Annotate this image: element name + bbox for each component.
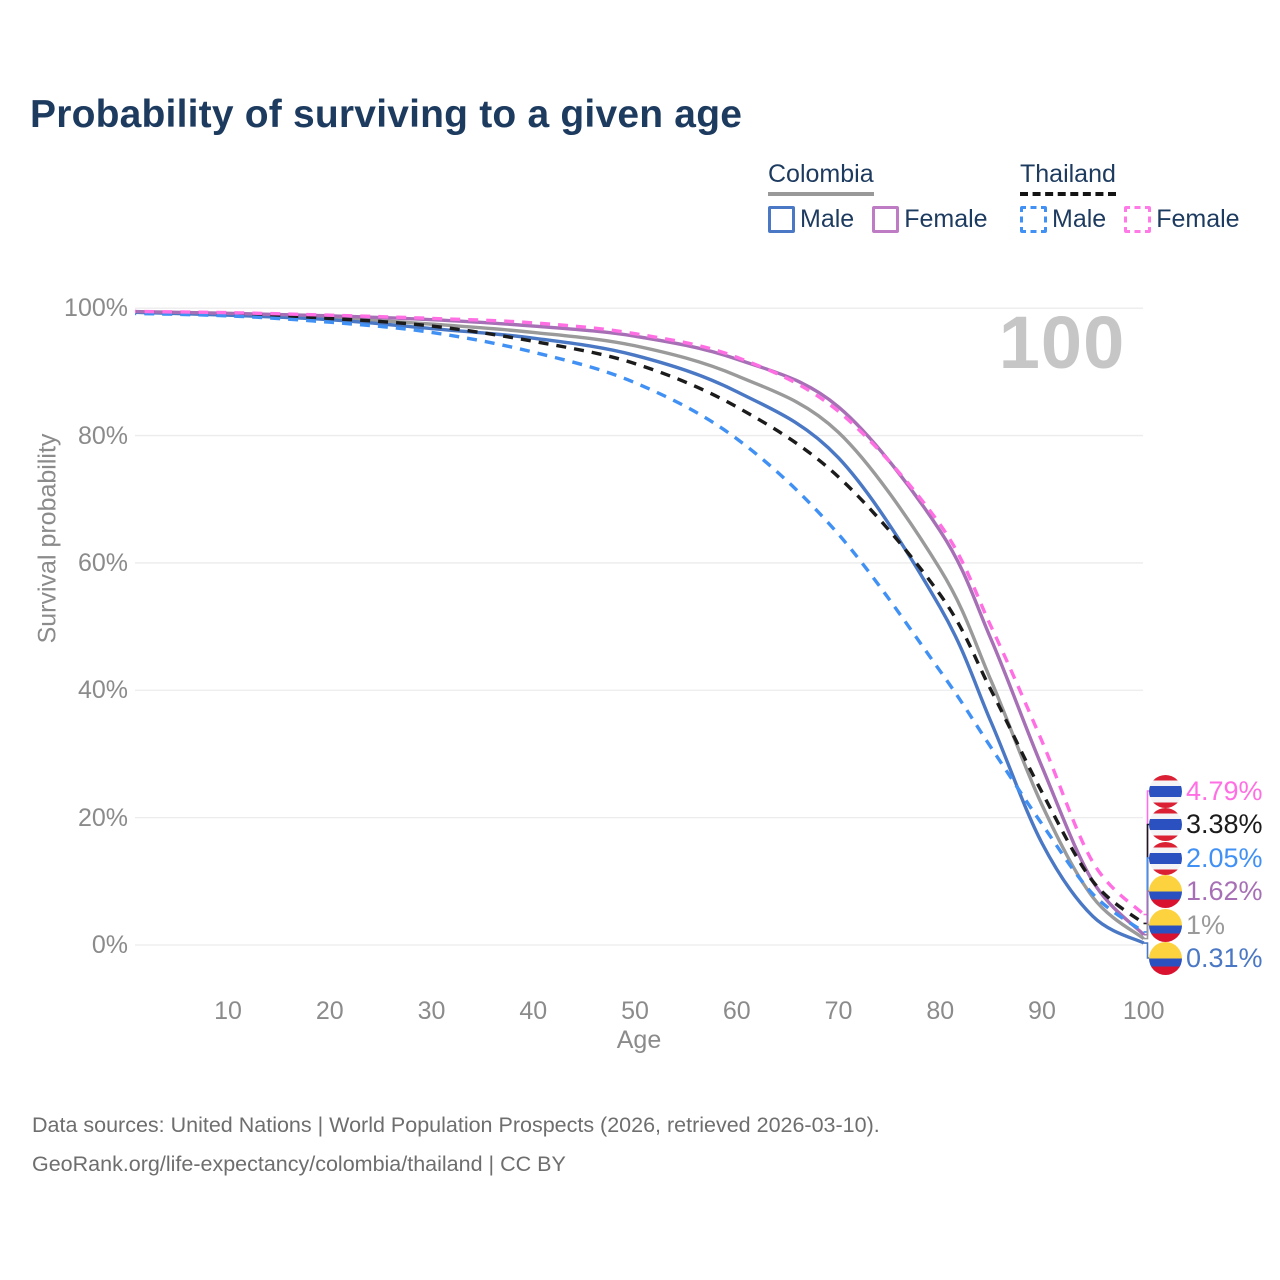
- end-label-thailand-female: 4.79%: [1149, 774, 1263, 808]
- thailand-male-label[interactable]: Male: [1052, 205, 1107, 233]
- legend-header-colombia: Colombia: [768, 160, 988, 196]
- colombia-flag-icon: [1149, 908, 1182, 942]
- x-axis-title: Age: [616, 1026, 662, 1054]
- end-value: 0.31%: [1186, 942, 1263, 973]
- colombia-female-label[interactable]: Female: [904, 205, 988, 233]
- thailand-flag-icon: [1149, 807, 1182, 841]
- end-value: 2.05%: [1186, 842, 1263, 873]
- series-line-thailand-male[interactable]: [126, 311, 1145, 934]
- series-line-thailand-female[interactable]: [126, 309, 1145, 916]
- attribution-line: GeoRank.org/life-expectancy/colombia/tha…: [32, 1152, 566, 1176]
- y-tick: 20%: [77, 803, 128, 832]
- end-label-thailand-male: 2.05%: [1149, 841, 1263, 875]
- legend-items-colombia: Male Female: [768, 205, 988, 234]
- x-tick: 20: [315, 997, 344, 1025]
- series-line-thailand-total[interactable]: [126, 310, 1145, 925]
- end-value: 3.38%: [1186, 808, 1263, 839]
- x-tick: 10: [214, 997, 242, 1025]
- y-tick: 80%: [77, 421, 128, 450]
- thailand-flag-icon: [1149, 774, 1182, 808]
- end-label-colombia-female: 1.62%: [1149, 874, 1263, 908]
- legend-header-thailand: Thailand: [1020, 160, 1240, 196]
- end-label-thailand-total: 3.38%: [1149, 807, 1263, 841]
- end-value: 4.79%: [1186, 775, 1263, 806]
- x-tick: 80: [926, 997, 955, 1025]
- y-tick: 0%: [91, 931, 128, 959]
- colombia-female-swatch-icon[interactable]: [872, 206, 900, 233]
- y-axis-ticks: 0% 20% 40% 60% 80% 100%: [0, 0, 128, 1280]
- page-title: Probability of surviving to a given age: [30, 93, 743, 136]
- legend-group-colombia: Colombia Male Female: [768, 160, 988, 234]
- x-tick: 50: [621, 997, 649, 1025]
- x-tick: 100: [1122, 997, 1165, 1025]
- colombia-male-swatch-icon[interactable]: [768, 206, 795, 233]
- age-watermark: 100: [999, 301, 1125, 384]
- thailand-female-label[interactable]: Female: [1156, 205, 1240, 233]
- data-sources-line: Data sources: United Nations | World Pop…: [32, 1113, 880, 1137]
- thailand-label: Thailand: [1020, 160, 1116, 196]
- x-tick: 40: [519, 997, 548, 1025]
- footer: Data sources: United Nations | World Pop…: [32, 1106, 880, 1184]
- x-tick: 30: [417, 997, 446, 1025]
- y-tick: 100%: [64, 294, 128, 323]
- y-tick: 40%: [77, 676, 128, 705]
- x-tick: 70: [824, 997, 853, 1025]
- x-tick: 90: [1028, 997, 1056, 1025]
- colombia-label: Colombia: [768, 160, 874, 196]
- thailand-flag-icon: [1149, 841, 1182, 875]
- thailand-male-swatch-icon[interactable]: [1020, 206, 1047, 233]
- end-label-colombia-male: 0.31%: [1149, 941, 1263, 975]
- colombia-flag-icon: [1149, 874, 1182, 908]
- legend-items-thailand: Male Female: [1020, 205, 1240, 234]
- thailand-female-swatch-icon[interactable]: [1124, 206, 1152, 233]
- colombia-male-label[interactable]: Male: [800, 205, 855, 233]
- end-value: 1.62%: [1186, 875, 1263, 906]
- end-value: 1%: [1186, 909, 1226, 940]
- x-tick: 60: [722, 997, 751, 1025]
- y-tick: 60%: [77, 548, 128, 577]
- legend-group-thailand: Thailand Male Female: [1020, 160, 1240, 234]
- end-label-colombia-total: 1%: [1149, 908, 1225, 942]
- colombia-flag-icon: [1149, 941, 1182, 975]
